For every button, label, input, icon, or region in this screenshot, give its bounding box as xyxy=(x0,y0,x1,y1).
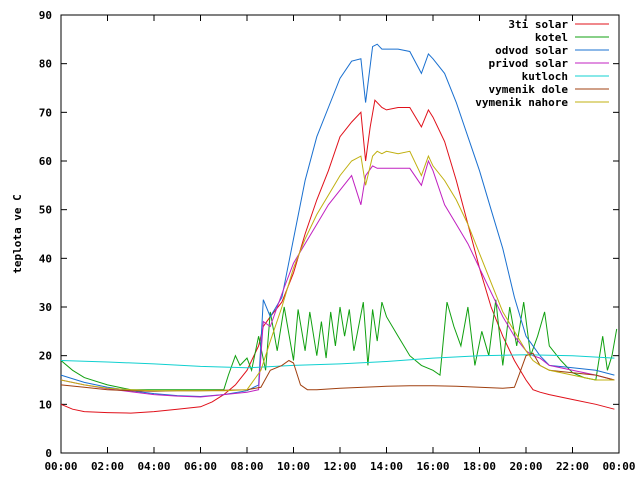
legend-label: vymenik nahore xyxy=(475,96,568,109)
x-tick-label: 14:00 xyxy=(370,460,403,473)
x-tick-label: 20:00 xyxy=(509,460,542,473)
series-line-1 xyxy=(60,99,615,414)
legend-label: privod solar xyxy=(489,57,569,70)
series-line-2 xyxy=(60,299,618,391)
y-axis: 0 10 20 30 40 50 60 70 80 90 xyxy=(39,9,619,460)
series-layer xyxy=(60,43,618,414)
series-line-4 xyxy=(60,159,615,398)
legend-label: kutloch xyxy=(522,70,568,83)
legend-label: kotel xyxy=(535,31,568,44)
x-axis: 00:00 02:00 04:00 06:00 08:00 10:00 12:00 14:00… xyxy=(44,15,636,473)
x-tick-label: 02:00 xyxy=(91,460,124,473)
y-tick-label: 80 xyxy=(39,58,52,71)
x-tick-label: 00:00 xyxy=(602,460,635,473)
y-tick-label: 50 xyxy=(39,204,52,217)
x-tick-label: 22:00 xyxy=(556,460,589,473)
y-tick-label: 60 xyxy=(39,155,52,168)
y-tick-label: 90 xyxy=(39,9,52,22)
y-tick-label: 20 xyxy=(39,350,52,363)
x-tick-label: 00:00 xyxy=(44,460,77,473)
y-tick-label: 40 xyxy=(39,252,52,265)
x-tick-label: 18:00 xyxy=(463,460,496,473)
y-tick-label: 0 xyxy=(45,447,52,460)
x-tick-label: 06:00 xyxy=(184,460,217,473)
x-tick-label: 12:00 xyxy=(323,460,356,473)
y-tick-label: 70 xyxy=(39,106,52,119)
y-tick-label: 30 xyxy=(39,301,52,314)
legend-label: odvod solar xyxy=(495,44,568,57)
x-tick-label: 16:00 xyxy=(416,460,449,473)
legend-label: 3ti solar xyxy=(508,18,568,31)
legend-label: vymenik dole xyxy=(489,83,569,96)
y-tick-label: 10 xyxy=(39,398,52,411)
x-tick-label: 04:00 xyxy=(137,460,170,473)
x-tick-label: 10:00 xyxy=(277,460,310,473)
series-line-5 xyxy=(60,354,615,369)
series-line-7 xyxy=(60,150,615,392)
x-tick-label: 08:00 xyxy=(230,460,263,473)
y-axis-label: teplota ve C xyxy=(11,194,24,273)
